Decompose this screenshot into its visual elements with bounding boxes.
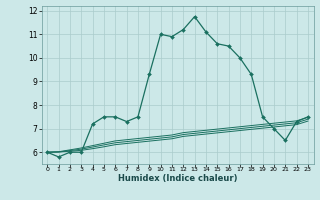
X-axis label: Humidex (Indice chaleur): Humidex (Indice chaleur)	[118, 174, 237, 183]
